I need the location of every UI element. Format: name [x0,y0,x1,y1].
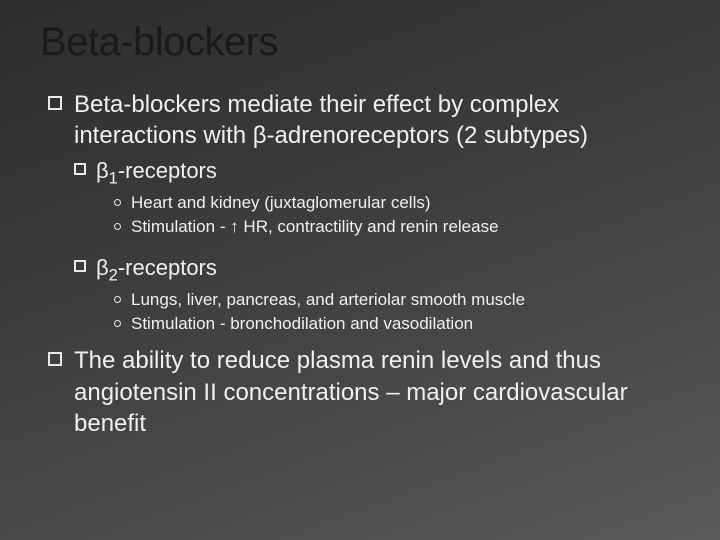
square-bullet-icon [48,96,62,110]
text-suffix: -receptors [118,158,217,183]
bullet-level3: Stimulation - bronchodilation and vasodi… [114,313,680,335]
bullet-text: The ability to reduce plasma renin level… [74,345,680,439]
bullet-level1: Beta-blockers mediate their effect by co… [48,89,680,151]
bullet-level3: Heart and kidney (juxtaglomerular cells) [114,192,680,214]
spacer [40,337,680,345]
bullet-text: Heart and kidney (juxtaglomerular cells) [131,192,431,214]
circle-bullet-icon [114,199,121,206]
bullet-text: Stimulation - bronchodilation and vasodi… [131,313,473,335]
bullet-level1: The ability to reduce plasma renin level… [48,345,680,439]
circle-bullet-icon [114,223,121,230]
square-bullet-icon [74,260,86,272]
bullet-level3: Lungs, liver, pancreas, and arteriolar s… [114,289,680,311]
spacer [40,240,680,248]
bullet-text: Beta-blockers mediate their effect by co… [74,89,680,151]
square-bullet-icon [48,352,62,366]
circle-bullet-icon [114,296,121,303]
bullet-level3: Stimulation - ↑ HR, contractility and re… [114,216,680,238]
bullet-text: β1-receptors [96,157,217,190]
slide-container: Beta-blockers Beta-blockers mediate thei… [0,0,720,540]
text-suffix: -receptors [118,255,217,280]
bullet-level2: β2-receptors [74,254,680,287]
bullet-text: β2-receptors [96,254,217,287]
beta-symbol: β [96,158,109,183]
beta-symbol: β [96,255,109,280]
circle-bullet-icon [114,320,121,327]
bullet-text: Stimulation - ↑ HR, contractility and re… [131,216,499,238]
subscript: 2 [109,267,118,285]
bullet-text: Lungs, liver, pancreas, and arteriolar s… [131,289,525,311]
slide-title: Beta-blockers [40,20,680,65]
subscript: 1 [109,170,118,188]
bullet-level2: β1-receptors [74,157,680,190]
square-bullet-icon [74,163,86,175]
